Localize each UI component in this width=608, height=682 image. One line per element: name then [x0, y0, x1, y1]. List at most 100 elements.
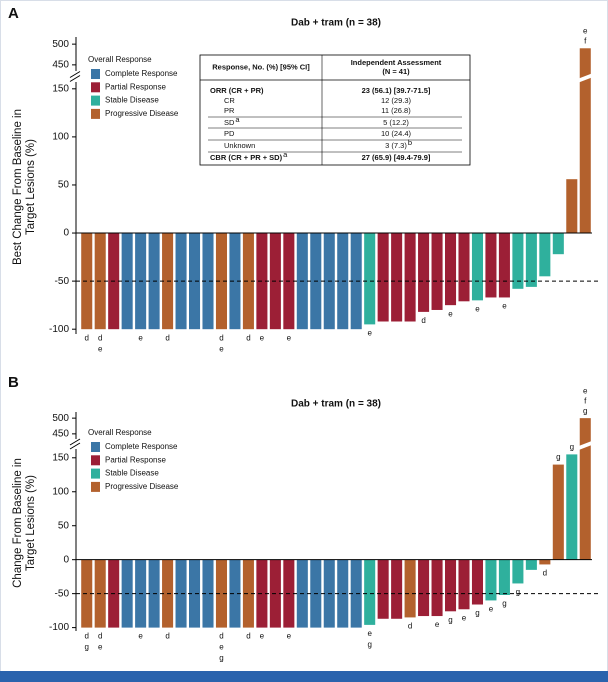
- table-row-label: CBR (CR + PR + SD): [210, 153, 283, 162]
- bar-note: e: [462, 613, 467, 622]
- table-row-label: CR: [224, 96, 235, 105]
- legend-swatch: [91, 481, 100, 492]
- bar: [579, 418, 591, 560]
- bar: [242, 559, 254, 628]
- bar: [471, 559, 483, 605]
- bar-note: g: [367, 640, 371, 649]
- axis-break: [578, 73, 592, 83]
- bar-note: g: [85, 643, 89, 652]
- bar-note: e: [287, 632, 292, 641]
- bar: [539, 233, 551, 277]
- bar-note: d: [98, 632, 102, 641]
- table-row-label: SD: [224, 118, 235, 127]
- bar-note: g: [556, 453, 560, 462]
- bar: [229, 559, 241, 628]
- legend-label: Progressive Disease: [105, 109, 179, 118]
- legend-label: Partial Response: [105, 455, 166, 464]
- bar-note: d: [165, 333, 169, 342]
- table-row-value: 5 (12.2): [383, 118, 409, 127]
- legend-label: Stable Disease: [105, 469, 159, 478]
- bar: [579, 48, 591, 234]
- table-box: [199, 54, 471, 166]
- bar-note: e: [260, 333, 265, 342]
- table-row-value: 12 (29.3): [381, 96, 412, 105]
- y-tick-label: 0: [63, 228, 69, 239]
- bar-note: d: [219, 333, 223, 342]
- y-tick-label: 450: [52, 59, 69, 70]
- bar-note: e: [138, 333, 143, 342]
- axis-break: [69, 75, 81, 82]
- y-axis-label: Target Lesions (%): [25, 139, 37, 235]
- table-row-value: 3 (7.3): [385, 141, 407, 150]
- bar: [202, 559, 214, 628]
- table-row-label: PD: [224, 129, 235, 138]
- bar-note: d: [165, 632, 169, 641]
- bar: [189, 559, 201, 628]
- bar-note: g: [502, 599, 506, 608]
- table-superscript: b: [408, 138, 412, 147]
- bar: [539, 559, 551, 565]
- axis-break: [578, 441, 592, 450]
- panel-label: A: [8, 5, 19, 22]
- bar: [485, 559, 497, 601]
- bar: [458, 559, 470, 610]
- bar: [498, 233, 510, 298]
- bar-note: e: [448, 309, 453, 318]
- bar: [391, 233, 403, 322]
- bar-note: e: [138, 632, 143, 641]
- y-tick-label: -100: [49, 622, 69, 633]
- bar-note: e: [260, 632, 265, 641]
- bar-note: e: [489, 605, 494, 614]
- bar: [364, 559, 376, 625]
- legend-swatch: [91, 108, 100, 119]
- bar: [445, 233, 457, 306]
- y-tick-label: 0: [63, 554, 69, 565]
- y-tick-label: 50: [58, 520, 70, 531]
- bar-note: f: [584, 396, 587, 405]
- bar-note: d: [85, 333, 89, 342]
- y-tick-label: -100: [49, 324, 69, 335]
- table-row-label: ORR (CR + PR): [210, 86, 264, 95]
- bar: [458, 233, 470, 302]
- bar: [566, 179, 578, 234]
- table-row-value: 11 (26.8): [381, 106, 411, 115]
- y-tick-label: 500: [52, 39, 69, 50]
- panel-label: B: [8, 374, 19, 391]
- y-tick-label: -50: [55, 588, 70, 599]
- bar: [552, 464, 564, 560]
- bar: [445, 559, 457, 612]
- legend-swatch: [91, 455, 100, 466]
- legend-swatch: [91, 442, 100, 452]
- bar-note: g: [448, 615, 452, 624]
- bar-note: e: [583, 26, 588, 35]
- legend-title: Overall Response: [88, 428, 152, 437]
- bar: [485, 233, 497, 298]
- bar-note: d: [98, 333, 102, 342]
- chart-title: Dab + tram (n = 38): [291, 399, 381, 410]
- bar: [215, 233, 227, 330]
- y-tick-label: 150: [52, 83, 69, 94]
- y-tick-label: 500: [52, 413, 69, 424]
- axis-break: [69, 442, 81, 450]
- table-superscript: a: [283, 150, 288, 159]
- bar-note: e: [367, 328, 372, 337]
- bar-note: g: [583, 406, 587, 415]
- bar: [418, 233, 430, 312]
- legend-swatch: [91, 468, 100, 479]
- y-axis-label: Best Change From Baseline in: [12, 109, 24, 265]
- table-header: Independent Assessment: [351, 58, 442, 67]
- y-tick-label: 450: [52, 428, 69, 439]
- y-tick-label: 150: [52, 452, 69, 463]
- bar: [525, 233, 537, 287]
- table-row-value: 27 (65.9) [49.4-79.9]: [362, 153, 431, 162]
- bar: [418, 559, 430, 617]
- bar-note: g: [475, 609, 479, 618]
- bar: [229, 233, 241, 330]
- chart-title: Dab + tram (n = 38): [291, 18, 381, 29]
- bar-note: e: [435, 620, 440, 629]
- legend-title: Overall Response: [88, 55, 152, 64]
- bar: [525, 559, 537, 570]
- bar: [391, 559, 403, 619]
